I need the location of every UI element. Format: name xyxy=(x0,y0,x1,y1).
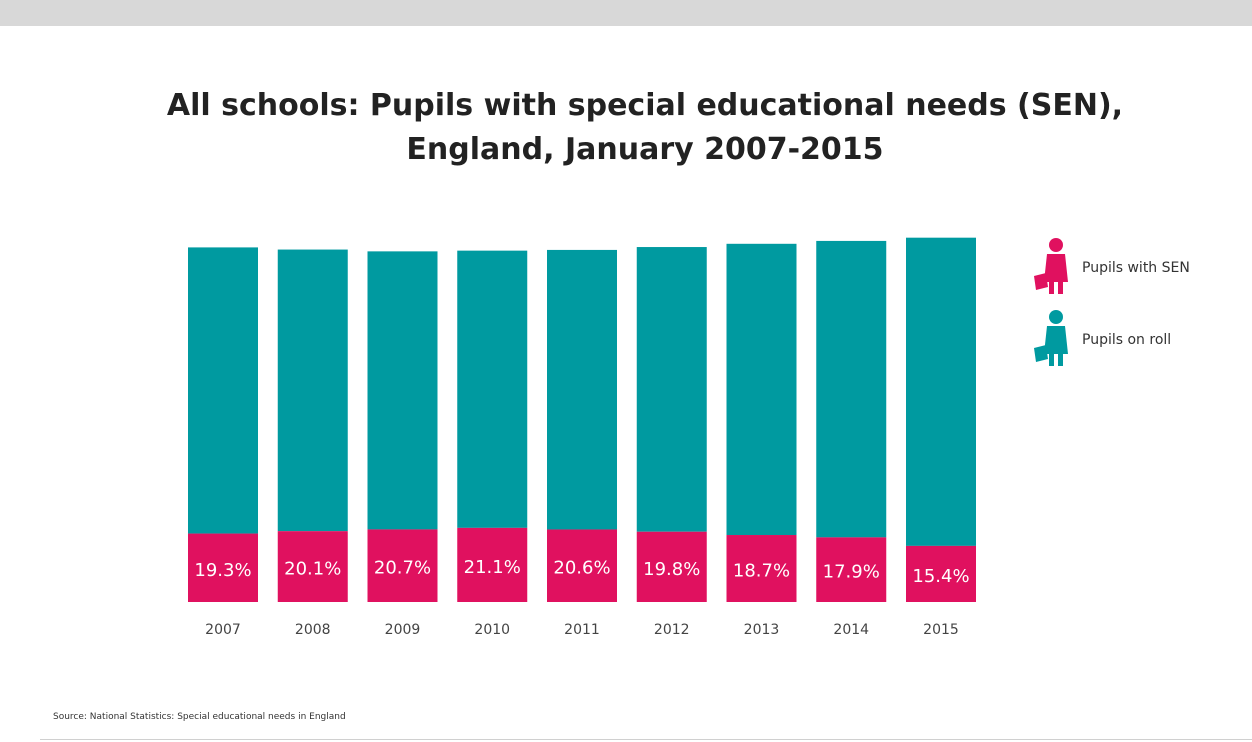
bar-pupils-with-sen xyxy=(726,535,797,602)
data-label: 20.1% xyxy=(284,559,341,580)
data-label: 21.1% xyxy=(464,557,521,578)
legend-label-roll: Pupils on roll xyxy=(1082,332,1172,348)
bar-pupils-with-sen xyxy=(367,529,438,602)
pupil-icon xyxy=(1034,310,1068,366)
source-note: Source: National Statistics: Special edu… xyxy=(53,712,346,722)
bar-pupils-on-roll xyxy=(906,237,976,546)
chart-title: All schools: Pupils with special educati… xyxy=(0,84,1252,172)
data-label: 15.4% xyxy=(912,566,969,587)
x-tick-label: 2013 xyxy=(744,622,780,638)
bar-pupils-with-sen xyxy=(188,533,258,602)
bar-pupils-on-roll xyxy=(547,249,617,530)
x-tick-label: 2011 xyxy=(564,622,600,638)
pupil-icon xyxy=(1034,238,1068,294)
bar-pupils-on-roll xyxy=(367,251,438,530)
legend-item-sen: Pupils with SEN xyxy=(1030,236,1230,300)
legend-label-sen: Pupils with SEN xyxy=(1082,260,1190,276)
bar-pupils-on-roll xyxy=(816,240,887,538)
bar-pupils-with-sen xyxy=(636,531,707,602)
data-label: 19.3% xyxy=(194,560,251,581)
top-strip xyxy=(0,0,1252,26)
bar-pupils-on-roll xyxy=(636,247,707,532)
bar-pupils-with-sen xyxy=(277,531,348,602)
data-label: 19.8% xyxy=(643,559,700,580)
x-tick-label: 2010 xyxy=(474,622,510,638)
x-tick-label: 2009 xyxy=(385,622,421,638)
bar-pupils-with-sen xyxy=(906,545,976,602)
chart-title-line-2: England, January 2007-2015 xyxy=(406,132,884,167)
bar-pupils-with-sen xyxy=(547,529,617,602)
bar-pupils-on-roll xyxy=(277,249,348,532)
data-label: 17.9% xyxy=(823,562,880,583)
x-tick-label: 2007 xyxy=(205,622,241,638)
x-tick-label: 2012 xyxy=(654,622,690,638)
bar-pupils-on-roll xyxy=(726,243,797,536)
data-label: 18.7% xyxy=(733,561,790,582)
bar-pupils-on-roll xyxy=(457,250,528,528)
x-tick-label: 2014 xyxy=(833,622,869,638)
bar-pupils-on-roll xyxy=(188,247,258,534)
x-tick-label: 2015 xyxy=(923,622,959,638)
chart-title-line-1: All schools: Pupils with special educati… xyxy=(166,88,1124,123)
bar-pupils-with-sen xyxy=(457,527,528,602)
data-label: 20.6% xyxy=(553,558,610,579)
bar-pupils-with-sen xyxy=(816,537,887,602)
legend-item-roll: Pupils on roll xyxy=(1030,308,1230,372)
data-label: 20.7% xyxy=(374,558,431,579)
x-tick-label: 2008 xyxy=(295,622,331,638)
bottom-divider xyxy=(40,739,1252,740)
